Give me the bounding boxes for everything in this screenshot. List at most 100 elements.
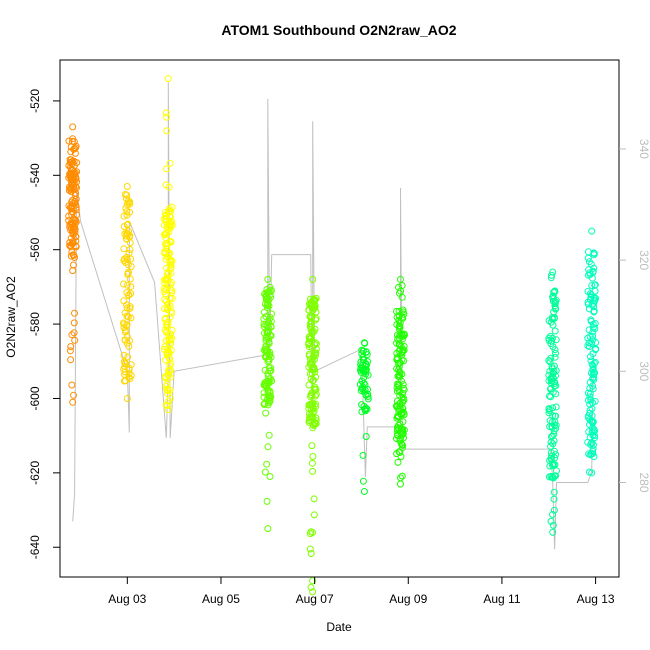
- data-point: [549, 268, 557, 276]
- data-point: [549, 440, 557, 448]
- data-point: [121, 359, 129, 367]
- data-point: [546, 392, 553, 400]
- data-point: [163, 127, 171, 135]
- data-point: [124, 268, 132, 276]
- data-point: [396, 448, 404, 456]
- data-point: [164, 372, 172, 379]
- data-point: [71, 197, 79, 205]
- data-point: [586, 333, 594, 340]
- data-point: [72, 233, 80, 241]
- data-point: [549, 343, 557, 351]
- axes-layer: Aug 03 Aug 05 Aug 07 Aug 09 Aug 11 Aug 13 -520…: [28, 89, 650, 606]
- data-point: [308, 357, 316, 365]
- data-point: [309, 275, 317, 283]
- data-point: [264, 319, 272, 327]
- data-point: [399, 394, 407, 402]
- data-point: [267, 293, 275, 301]
- data-point: [166, 362, 174, 370]
- data-point: [122, 235, 130, 243]
- data-point: [68, 248, 76, 256]
- data-point: [548, 365, 556, 373]
- data-point: [590, 293, 598, 301]
- data-point: [121, 368, 129, 376]
- data-point: [120, 280, 128, 288]
- data-point: [163, 380, 171, 388]
- data-point: [124, 353, 132, 361]
- data-point: [307, 375, 315, 383]
- data-point: [359, 353, 367, 361]
- data-point: [358, 401, 366, 409]
- data-point: [264, 328, 271, 336]
- data-point: [122, 377, 129, 384]
- data-point: [163, 323, 171, 331]
- x-tick-label: Aug 13: [577, 592, 615, 606]
- series-group: [260, 275, 276, 533]
- data-point: [548, 271, 555, 279]
- data-point: [359, 477, 367, 485]
- data-point: [309, 588, 317, 596]
- data-point: [589, 324, 597, 331]
- series-group: [160, 75, 176, 414]
- points-layer: [65, 75, 600, 596]
- data-point: [310, 511, 318, 519]
- data-point: [550, 495, 558, 503]
- x-tick-label: Aug 07: [296, 592, 334, 606]
- data-point: [166, 294, 174, 302]
- data-point: [307, 300, 315, 308]
- data-point: [397, 330, 405, 338]
- data-point: [65, 137, 73, 145]
- data-point: [588, 227, 596, 235]
- data-point: [307, 334, 315, 342]
- data-point: [72, 174, 80, 181]
- data-point: [268, 310, 275, 318]
- data-point: [65, 162, 73, 170]
- data-point: [167, 207, 174, 215]
- data-point: [396, 428, 404, 436]
- data-point: [399, 314, 407, 322]
- y-tick-label: -640: [28, 535, 42, 559]
- data-point: [549, 511, 556, 518]
- series-group: [545, 268, 560, 536]
- y-axis-label: O2N2raw_AO2: [4, 276, 18, 358]
- data-point: [309, 453, 317, 460]
- data-point: [587, 294, 595, 301]
- data-point: [307, 550, 315, 557]
- data-point: [360, 356, 368, 364]
- data-point: [164, 75, 172, 83]
- plot-frame: [59, 59, 620, 578]
- data-point: [68, 381, 76, 389]
- data-point: [549, 521, 557, 529]
- data-point: [552, 349, 559, 357]
- data-point: [400, 357, 408, 365]
- data-point: [590, 264, 598, 272]
- data-point: [550, 488, 558, 496]
- data-point: [263, 294, 271, 302]
- data-point: [120, 245, 128, 253]
- data-point: [548, 452, 555, 460]
- data-point: [396, 399, 404, 407]
- y-tick-label: -600: [28, 386, 42, 410]
- data-point: [308, 442, 316, 450]
- data-point: [67, 188, 75, 196]
- data-point: [71, 309, 78, 317]
- data-point: [121, 230, 129, 238]
- data-point: [125, 370, 133, 378]
- data-point: [586, 421, 593, 429]
- data-point: [165, 340, 173, 348]
- data-point: [127, 263, 135, 270]
- data-point: [359, 361, 367, 369]
- data-point: [264, 443, 272, 451]
- data-point: [311, 368, 319, 376]
- data-point: [358, 346, 366, 354]
- data-point: [166, 260, 174, 268]
- data-point: [162, 234, 170, 242]
- data-point: [547, 375, 555, 383]
- data-point: [394, 458, 402, 466]
- right-tick-label: 280: [637, 472, 650, 492]
- data-point: [586, 406, 594, 414]
- data-point: [396, 392, 404, 400]
- data-point: [165, 332, 173, 340]
- data-point: [548, 422, 556, 430]
- data-point: [547, 517, 555, 525]
